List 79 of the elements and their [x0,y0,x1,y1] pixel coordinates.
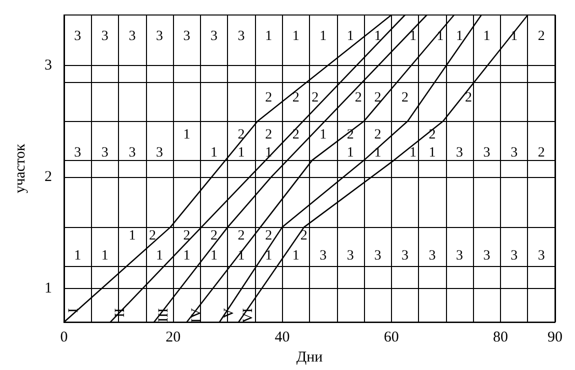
annotation: 2 [538,146,545,161]
annotation: 2 [210,228,218,244]
annotation: 2 [238,127,245,142]
annotation: 1 [265,248,272,264]
x-tick-label: 40 [274,330,290,346]
annotation: 3 [510,248,518,264]
annotation: 1 [320,28,327,44]
annotation: 3 [483,248,490,264]
annotation: 2 [374,127,382,142]
annotation: 1 [292,248,300,264]
annotation: 2 [465,90,472,106]
annotation: 2 [265,90,272,106]
annotation: 3 [456,146,464,161]
x-tick-label: 20 [166,330,181,346]
annotation: 3 [156,146,163,161]
annotation: 1 [128,228,136,244]
annotation: 1 [156,248,163,264]
annotation: 3 [128,28,136,44]
annotation: 1 [409,146,416,161]
x-tick-label: 60 [384,330,399,346]
annotation: 2 [265,127,272,142]
annotation: 3 [401,248,408,264]
annotation: 3 [346,248,354,264]
annotation: 3 [183,28,190,44]
annotation: 1 [265,28,272,44]
annotation: 1 [265,146,272,161]
annotation: 3 [101,28,108,44]
annotation: 1 [320,127,327,142]
annotation: 2 [374,90,382,106]
annotation: 2 [183,228,190,244]
x-tick-label: 90 [548,330,562,346]
annotation: 2 [538,28,545,44]
x-axis-title: Дни [296,350,323,366]
y-tick-label: 3 [44,57,52,74]
annotation: 2 [346,127,354,142]
annotation: 1 [456,28,464,44]
annotation: 3 [428,248,436,264]
annotation: 2 [354,90,362,106]
annotation: 2 [238,228,245,244]
annotation: 1 [238,146,245,161]
annotation: 1 [483,28,490,44]
annotation: 1 [183,248,190,264]
annotation: 2 [428,127,436,142]
annotation: 1 [409,28,416,44]
annotation: 2 [312,90,319,106]
annotation: 1 [346,28,354,44]
x-tick-label: 80 [492,330,508,346]
annotation: 1 [101,248,108,264]
x-tick-label: 0 [60,330,68,346]
annotation: 2 [265,228,272,244]
annotation: 1 [183,127,190,142]
annotation: 1 [210,248,218,264]
annotation: 1 [74,248,82,264]
annotation: 3 [210,28,218,44]
annotation: 2 [401,90,408,106]
annotation: 2 [292,127,300,142]
y-axis-title: участок [12,143,28,194]
annotation: 2 [292,90,300,106]
annotation: 1 [428,146,436,161]
annotation: 3 [238,28,245,44]
annotation: 1 [346,146,354,161]
annotation: 3 [74,146,82,161]
annotation: 3 [538,248,545,264]
y-tick-label: 1 [44,280,52,297]
annotation: 3 [374,248,382,264]
annotation: 3 [128,146,136,161]
annotation: 3 [156,28,163,44]
annotation: 3 [320,248,327,264]
annotation: 1 [374,28,382,44]
annotation: 3 [74,28,82,44]
annotation: 3 [483,146,490,161]
annotation: 3 [456,248,464,264]
annotation: 1 [292,28,300,44]
y-tick-label: 2 [44,168,52,185]
annotation: 2 [300,228,308,244]
annotation: 1 [210,146,218,161]
annotation: 3 [101,146,108,161]
annotation: 2 [148,228,156,244]
annotation: 3 [510,146,518,161]
